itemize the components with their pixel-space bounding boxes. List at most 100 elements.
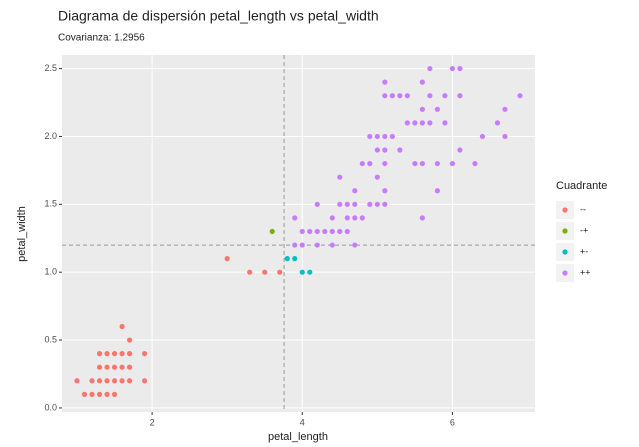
point [292,256,297,261]
point [300,229,305,234]
point [420,161,425,166]
point [300,242,305,247]
point [450,66,455,71]
point [270,229,275,234]
point [367,134,372,139]
point [375,202,380,207]
point [97,365,102,370]
point [420,80,425,85]
point [127,351,132,356]
point [322,229,327,234]
point [127,365,132,370]
legend-marker [562,207,567,212]
point [405,93,410,98]
point [435,161,440,166]
y-tick-label: 2.5 [44,63,57,73]
point [89,392,94,397]
point [495,120,500,125]
point [330,215,335,220]
point [330,242,335,247]
legend-marker [562,270,567,275]
point [104,378,109,383]
point [112,378,117,383]
y-axis-title: petal_width [16,206,28,262]
point [382,188,387,193]
point [112,392,117,397]
point [74,378,79,383]
point [420,120,425,125]
point [435,107,440,112]
point [97,351,102,356]
y-tick-label: 0.5 [44,334,57,344]
point [360,215,365,220]
point [382,80,387,85]
point [442,93,447,98]
point [412,161,417,166]
point [82,392,87,397]
point [367,161,372,166]
point [247,270,252,275]
legend-marker [562,249,567,254]
point [375,134,380,139]
point [112,351,117,356]
point [352,242,357,247]
legend-marker [562,228,567,233]
point [104,351,109,356]
point [300,270,305,275]
point [517,93,522,98]
point [427,120,432,125]
point [119,324,124,329]
point [382,202,387,207]
point [225,256,230,261]
point [360,161,365,166]
chart-title: Diagrama de dispersión petal_length vs p… [58,8,379,24]
point [345,215,350,220]
point [142,351,147,356]
point [330,229,335,234]
x-tick-label: 2 [150,417,155,427]
legend-label: +- [580,246,588,256]
point [457,66,462,71]
point [412,120,417,125]
point [382,134,387,139]
point [352,202,357,207]
point [315,229,320,234]
point [307,270,312,275]
point [285,256,290,261]
point [397,93,402,98]
point [450,161,455,166]
point [435,188,440,193]
y-tick-label: 1.0 [44,267,57,277]
y-tick-label: 0.0 [44,402,57,412]
point [427,66,432,71]
point [307,229,312,234]
x-axis-title: petal_length [268,431,328,443]
x-tick-label: 6 [450,417,455,427]
point [420,215,425,220]
point [97,392,102,397]
point [104,365,109,370]
point [375,147,380,152]
x-tick-label: 4 [300,417,305,427]
legend-label: -- [580,204,586,214]
point [405,120,410,125]
point [345,202,350,207]
point [142,378,147,383]
point [337,202,342,207]
legend-label: -+ [580,225,588,235]
point [457,147,462,152]
point [420,107,425,112]
point [315,202,320,207]
point [397,147,402,152]
y-tick-label: 1.5 [44,199,57,209]
point [277,270,282,275]
legend-title: Cuadrante [556,180,607,192]
point [382,93,387,98]
point [315,242,320,247]
point [442,120,447,125]
point [97,378,102,383]
panel [62,55,535,412]
point [89,378,94,383]
chart: Diagrama de dispersión petal_length vs p… [0,0,639,447]
point [337,229,342,234]
